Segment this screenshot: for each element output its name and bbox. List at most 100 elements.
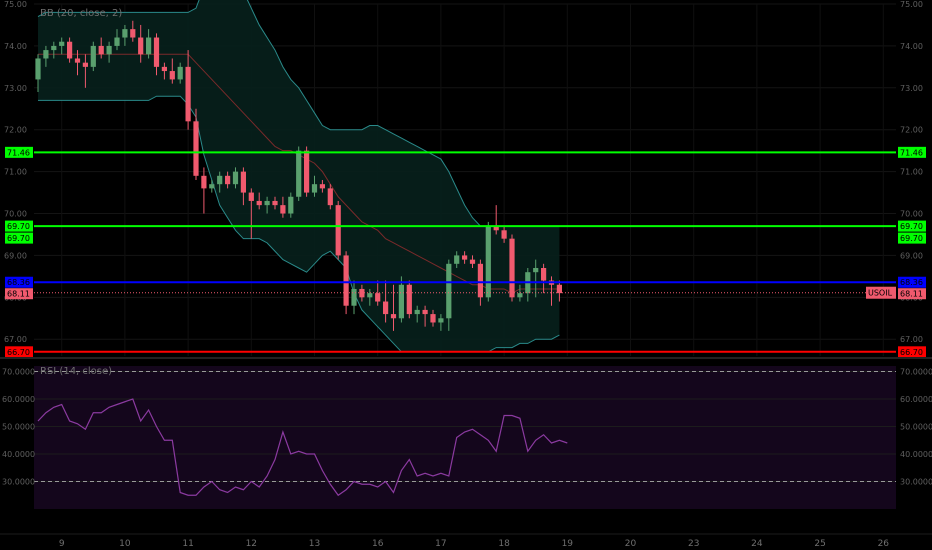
bb-indicator-title[interactable]: BB (20, close, 2): [40, 8, 122, 19]
candle: [74, 50, 81, 76]
candle: [169, 58, 175, 84]
level-71-46-label-right-text: 71.46: [900, 148, 923, 157]
candle-body: [98, 45, 104, 55]
candle: [90, 41, 96, 72]
symbol-tag: USOIL: [866, 286, 896, 299]
level-71-46-label-left-text: 71.46: [7, 148, 30, 157]
candle-body: [390, 314, 397, 319]
candle-body: [493, 226, 499, 231]
candle-body: [335, 205, 341, 256]
candle: [438, 314, 444, 331]
candle: [422, 305, 428, 327]
candles: [35, 20, 562, 331]
candle-body: [264, 200, 270, 206]
candle: [98, 37, 104, 59]
level-71-46-label-left: 71.46: [5, 146, 33, 158]
level-69-70-label-left-text: 69.70: [7, 222, 30, 231]
candle-body: [304, 150, 310, 193]
rsi-tick-left: 60.0000: [2, 395, 35, 404]
level-66-70-label-left-text: 66.70: [7, 348, 30, 357]
candle-body: [414, 309, 420, 315]
candle-body: [169, 71, 175, 80]
candle: [296, 146, 302, 201]
candle-body: [485, 226, 491, 298]
time-tick-label: 18: [498, 539, 510, 549]
candle-body: [209, 184, 215, 189]
candle: [383, 280, 389, 323]
candle-body: [138, 37, 144, 55]
candle: [533, 259, 539, 298]
candle-body: [556, 284, 562, 294]
candle-body: [311, 184, 318, 193]
time-tick-label: 23: [688, 539, 699, 549]
candle-body: [106, 45, 112, 55]
rsi-indicator-title[interactable]: RSI (14, close): [40, 366, 112, 377]
time-tick-label: 25: [814, 539, 825, 549]
level-68-36-label-right-text: 68.36: [900, 278, 923, 287]
rsi-tick-right: 30.0000: [900, 478, 932, 487]
level-66-70-label-left: 66.70: [5, 346, 33, 358]
time-tick-label: 24: [751, 539, 763, 549]
candle: [375, 280, 381, 306]
candle-body: [193, 121, 199, 176]
candle: [327, 184, 333, 210]
candle-body: [201, 175, 207, 189]
candle-body: [398, 284, 404, 319]
price-pane[interactable]: BB (20, close, 2) 75.00 74.00 73.00 72.00 71…: [4, 0, 926, 358]
candle-body: [59, 41, 65, 46]
rsi-axis-right: 70.0000 60.0000 50.0000 40.0000 30.0000: [900, 368, 932, 487]
candle: [59, 37, 65, 55]
candle-body: [438, 318, 444, 323]
rsi-pane[interactable]: RSI (14, close) 70.0000 60.0000 50.0000 40.…: [2, 366, 932, 509]
candle-body: [240, 171, 246, 193]
candle: [517, 284, 523, 302]
candle-body: [477, 263, 483, 298]
candle-body: [343, 255, 349, 306]
symbol-tag-text: USOIL: [868, 289, 893, 298]
candle-body: [272, 200, 278, 206]
candle-body: [462, 255, 468, 260]
candle: [288, 192, 294, 218]
level-69-70-label-left-extra: 69.70: [5, 232, 33, 244]
candle: [51, 41, 57, 59]
time-tick-label: 9: [59, 539, 65, 549]
candle: [304, 146, 310, 197]
candle: [311, 175, 318, 197]
time-tick-label: 12: [246, 539, 257, 549]
candle-body: [74, 58, 81, 63]
candle: [232, 167, 239, 189]
rsi-tick-left: 70.0000: [2, 368, 35, 377]
candle: [106, 41, 112, 63]
level-69-70-label-right: 69.70: [898, 220, 926, 232]
horizontal-levels[interactable]: [34, 151, 896, 353]
price-tick-right: 71.00: [900, 168, 923, 177]
price-tick-right: 69.00: [900, 251, 923, 260]
rsi-grid: [34, 371, 896, 482]
candle: [209, 180, 215, 193]
level-66-70-label-right: 66.70: [898, 346, 926, 358]
time-tick-label: 17: [435, 539, 446, 549]
candle: [280, 196, 286, 218]
candle: [82, 54, 88, 88]
price-tick-left: 70.00: [4, 210, 27, 219]
time-tick-label: 13: [309, 539, 320, 549]
candle: [501, 226, 507, 243]
candle: [146, 29, 152, 59]
candle: [272, 196, 278, 210]
candle-body: [501, 230, 507, 239]
candle-body: [406, 284, 412, 315]
rsi-axis-left: 70.0000 60.0000 50.0000 40.0000 30.0000: [2, 368, 35, 487]
level-71-46-label-right: 71.46: [898, 146, 926, 158]
candle: [193, 108, 199, 180]
candle-body: [469, 259, 476, 264]
time-axis[interactable]: 9 10 11 12 13 16 17 18 19 20 23 24 25 26: [0, 533, 932, 549]
candle-body: [430, 314, 436, 323]
candle-body: [225, 175, 231, 185]
candle-body: [146, 37, 152, 55]
price-tick-right: 74.00: [900, 42, 923, 51]
candle: [67, 37, 73, 63]
candle: [414, 305, 420, 323]
candle: [138, 24, 144, 63]
candle-body: [280, 205, 286, 214]
